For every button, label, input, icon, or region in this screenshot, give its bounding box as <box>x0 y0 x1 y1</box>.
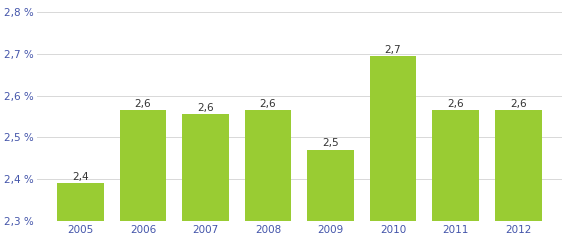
Bar <box>495 110 542 221</box>
Text: 2,6: 2,6 <box>510 99 526 109</box>
Bar <box>432 110 479 221</box>
Bar <box>182 114 229 221</box>
Bar <box>119 110 166 221</box>
Text: 2,4: 2,4 <box>72 172 89 182</box>
Text: 2,6: 2,6 <box>135 99 151 109</box>
Text: 2,6: 2,6 <box>447 99 464 109</box>
Bar <box>307 150 354 221</box>
Bar <box>370 56 417 221</box>
Text: 2,7: 2,7 <box>385 44 401 54</box>
Text: 2,6: 2,6 <box>260 99 276 109</box>
Text: 2,5: 2,5 <box>322 138 339 148</box>
Bar <box>245 110 291 221</box>
Text: 2,6: 2,6 <box>197 103 214 113</box>
Bar <box>57 183 104 221</box>
